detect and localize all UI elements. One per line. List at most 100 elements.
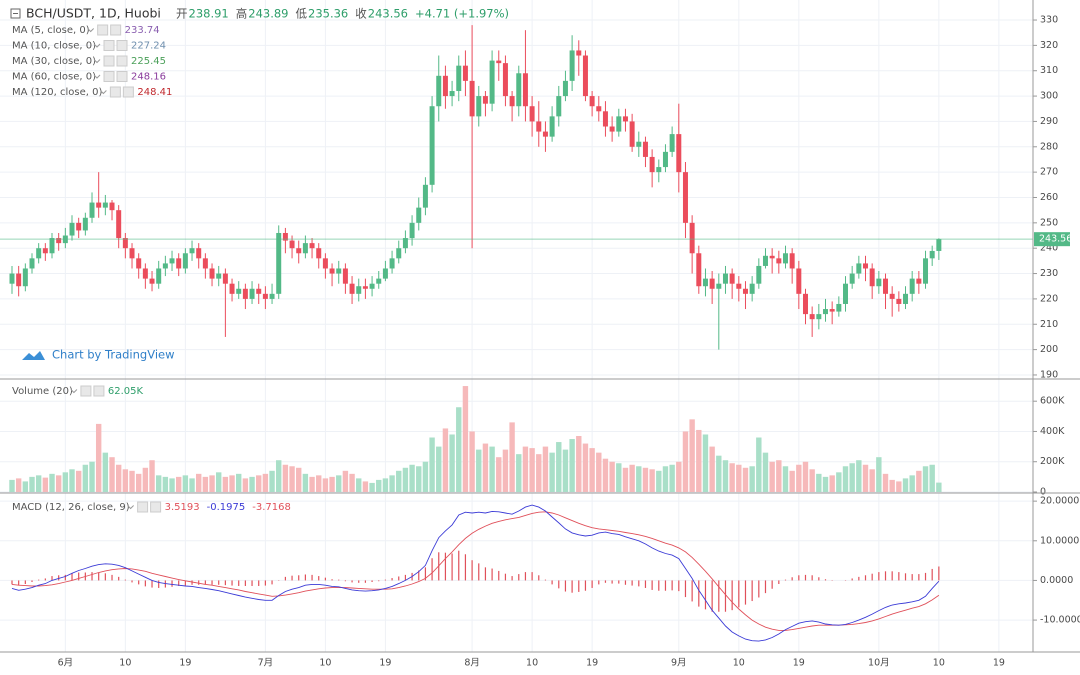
volume-bar bbox=[756, 437, 762, 492]
candle-body bbox=[89, 202, 95, 218]
candle-body bbox=[389, 258, 395, 269]
candle-body bbox=[569, 50, 575, 81]
volume-bar bbox=[35, 475, 42, 492]
candle-body bbox=[236, 288, 242, 294]
candle-body bbox=[436, 75, 442, 107]
candle-body bbox=[76, 222, 82, 231]
volume-bar bbox=[456, 407, 462, 492]
settings-icon[interactable] bbox=[103, 40, 115, 51]
volume-bar bbox=[889, 479, 895, 492]
y-tick-label: 190 bbox=[1040, 369, 1058, 380]
candle-body bbox=[749, 283, 755, 294]
candle-body bbox=[589, 96, 595, 107]
volume-bar bbox=[249, 476, 255, 492]
settings-icon[interactable] bbox=[97, 24, 109, 36]
candle-body bbox=[636, 141, 642, 147]
x-tick-label: 6月 bbox=[58, 658, 74, 669]
candle-body bbox=[756, 265, 762, 284]
volume-bar bbox=[276, 460, 282, 492]
x-tick-label: 19 bbox=[993, 658, 1005, 669]
volume-bar bbox=[782, 466, 789, 492]
close-icon[interactable] bbox=[93, 385, 105, 397]
volume-bar bbox=[882, 473, 889, 492]
settings-icon[interactable] bbox=[80, 385, 92, 397]
candle-body bbox=[869, 268, 875, 287]
candle-body bbox=[482, 96, 488, 104]
volume-bar bbox=[82, 464, 89, 492]
candle-body bbox=[822, 309, 828, 315]
dropdown-arrow bbox=[93, 43, 101, 48]
last-price-box bbox=[1034, 232, 1070, 247]
volume-bar bbox=[476, 449, 482, 492]
candle-body bbox=[222, 273, 228, 284]
volume-bar bbox=[369, 482, 375, 492]
close-icon[interactable] bbox=[110, 24, 122, 36]
candle-body bbox=[742, 288, 748, 294]
y-tick-label: 260 bbox=[1040, 192, 1058, 203]
candle-body bbox=[336, 268, 342, 274]
candle-body bbox=[556, 96, 562, 117]
candle-body bbox=[69, 222, 75, 236]
volume-bar bbox=[509, 422, 515, 492]
close-icon[interactable] bbox=[116, 40, 128, 51]
dropdown-arrow bbox=[93, 59, 101, 64]
y-tick-label: 10.0000 bbox=[1040, 535, 1079, 546]
candle-body bbox=[276, 232, 282, 294]
volume-bar bbox=[449, 434, 455, 492]
candle-body bbox=[42, 248, 48, 254]
candle-body bbox=[529, 106, 535, 122]
candle-body bbox=[762, 255, 768, 266]
volume-bar bbox=[135, 473, 142, 492]
volume-bar bbox=[262, 473, 269, 492]
candle-body bbox=[256, 288, 262, 294]
ohlc-value: 243.89 bbox=[248, 7, 288, 21]
volume-bar bbox=[722, 460, 729, 492]
indicator-name: MA (30, close, 0) bbox=[12, 56, 96, 67]
settings-icon[interactable] bbox=[109, 86, 121, 98]
volume-bar bbox=[862, 464, 869, 492]
volume-bar bbox=[129, 470, 135, 492]
volume-bar bbox=[189, 478, 195, 492]
close-icon[interactable] bbox=[150, 501, 162, 513]
candle-body bbox=[829, 309, 835, 312]
volume-bar bbox=[909, 475, 915, 492]
candle-body bbox=[923, 258, 929, 284]
volume-bar bbox=[929, 464, 935, 492]
candle-body bbox=[609, 126, 615, 132]
close-icon[interactable] bbox=[116, 71, 128, 82]
candle-body bbox=[349, 283, 355, 294]
volume-bar bbox=[422, 461, 429, 492]
settings-icon[interactable] bbox=[103, 55, 115, 67]
candle-body bbox=[329, 268, 335, 274]
volume-bar bbox=[649, 469, 655, 492]
candle-body bbox=[269, 293, 275, 299]
candle-body bbox=[22, 268, 28, 287]
tv-logo bbox=[22, 351, 45, 360]
volume-bar bbox=[176, 476, 182, 492]
indicator-value: 225.45 bbox=[131, 56, 166, 67]
macd-macd-line bbox=[11, 504, 940, 642]
volume-bar bbox=[329, 476, 335, 492]
ohlc-value: 238.91 bbox=[189, 7, 229, 21]
indicator-name: MACD (12, 26, close, 9) bbox=[12, 502, 130, 513]
candle-body bbox=[216, 273, 222, 279]
candle-body bbox=[909, 278, 915, 294]
collapse-icon[interactable] bbox=[10, 8, 21, 19]
indicator-value: 62.05K bbox=[108, 386, 144, 397]
volume-bar bbox=[716, 455, 722, 492]
volume-bar bbox=[849, 463, 855, 492]
candle-body bbox=[49, 238, 55, 254]
settings-icon[interactable] bbox=[137, 501, 149, 513]
volume-bar bbox=[216, 472, 222, 492]
volume-bar bbox=[102, 452, 109, 492]
y-tick-label: -10.0000 bbox=[1040, 615, 1080, 626]
candle-body bbox=[309, 243, 315, 249]
indicator-value: -0.1975 bbox=[207, 502, 246, 513]
volume-bar bbox=[702, 434, 709, 492]
candle-body bbox=[122, 238, 128, 249]
close-icon[interactable] bbox=[116, 55, 128, 67]
close-icon[interactable] bbox=[122, 86, 134, 98]
settings-icon[interactable] bbox=[103, 71, 115, 82]
